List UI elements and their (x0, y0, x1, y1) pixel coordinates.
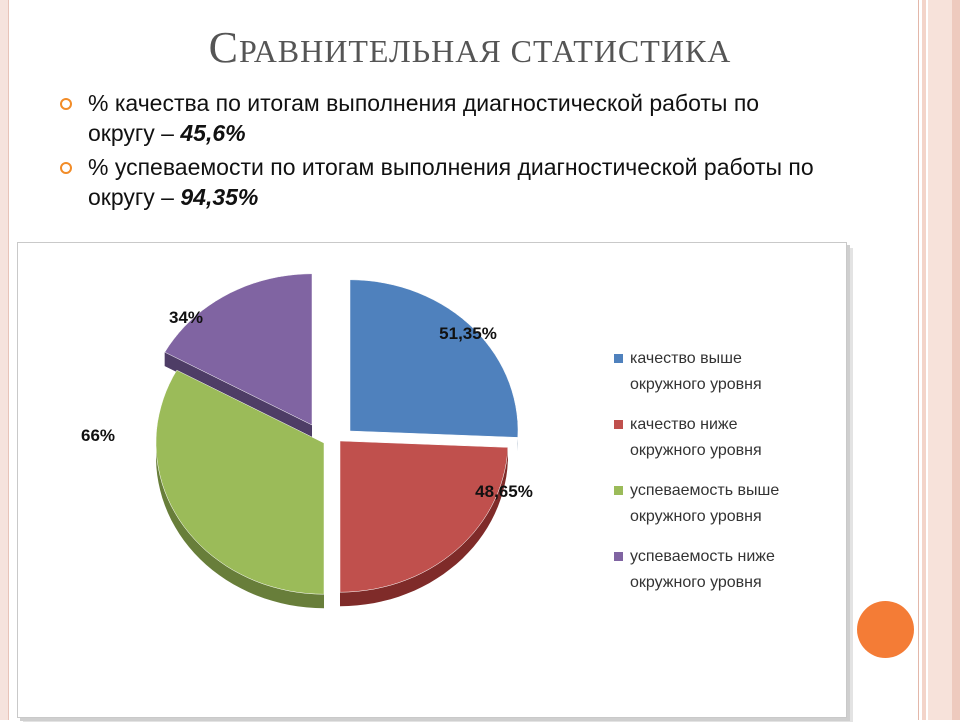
legend-label: окружного уровня (630, 574, 762, 591)
chart-container: 51,35% 48,65% 66% 34% качество выше окружного… (17, 242, 847, 718)
legend-label: окружного уровня (630, 376, 762, 393)
data-label: 34% (169, 308, 203, 327)
pie-chart: 51,35% 48,65% 66% 34% качество выше окружного… (81, 273, 779, 609)
left-frame-line (8, 0, 9, 720)
data-label: 48,65% (475, 482, 533, 501)
legend-swatch (614, 486, 623, 495)
pie-slice-side (164, 352, 312, 439)
right-stripe (922, 0, 926, 720)
title-first-letter: С (208, 23, 239, 72)
bullet-text: % качества по итогам выполнения диагност… (88, 90, 760, 146)
legend-label: окружного уровня (630, 442, 762, 459)
legend-swatch (614, 420, 623, 429)
legend-label: качество выше (630, 350, 742, 367)
bullet-item: % успеваемости по итогам выполнения диаг… (58, 152, 818, 212)
bullet-circle-icon (60, 98, 72, 110)
pie-slice-side (156, 370, 324, 609)
slide-title: Сравнительная статистика (150, 22, 790, 73)
title-rest: равнительная статистика (238, 33, 732, 69)
legend-swatch (614, 552, 623, 561)
legend-label: окружного уровня (630, 508, 762, 525)
left-frame (0, 0, 8, 720)
pie-slice (164, 273, 313, 426)
right-stripe (918, 0, 919, 720)
bullet-value: 94,35% (180, 184, 259, 210)
legend-label: успеваемость выше (630, 482, 779, 499)
data-label: 51,35% (439, 324, 497, 343)
bullet-value: 45,6% (180, 120, 246, 146)
right-stripe (952, 0, 960, 720)
legend-label: качество ниже (630, 416, 738, 433)
pie-slice (349, 279, 519, 438)
bullet-circle-icon (60, 162, 72, 174)
pie-slice (155, 369, 325, 595)
pie-slice-side (340, 447, 508, 607)
legend-label: успеваемость ниже (630, 548, 775, 565)
bullet-text: % успеваемости по итогам выполнения диаг… (88, 154, 814, 210)
right-stripe (928, 0, 952, 720)
bullet-item: % качества по итогам выполнения диагност… (58, 88, 818, 148)
decorative-orange-circle (857, 601, 914, 658)
pie-slice (339, 440, 509, 593)
bullet-list: % качества по итогам выполнения диагност… (58, 88, 818, 216)
legend-swatch (614, 354, 623, 363)
data-label: 66% (81, 426, 115, 445)
